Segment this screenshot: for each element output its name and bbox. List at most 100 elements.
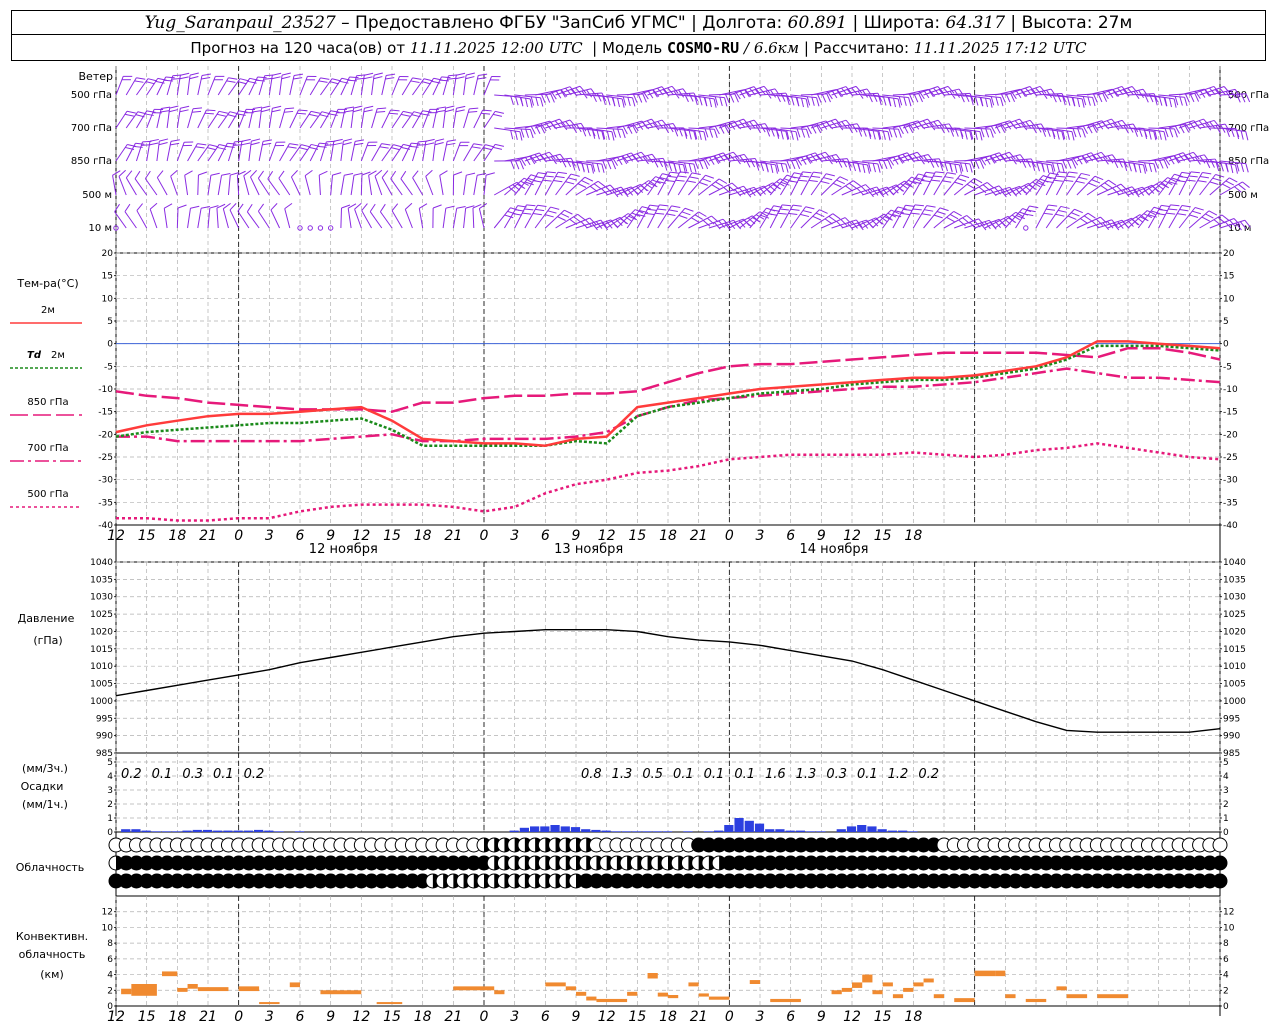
wind-barb-flag — [445, 109, 454, 113]
wind-barb-flag — [469, 107, 479, 110]
wind-barb-flag — [964, 130, 968, 140]
wind-barb-flag — [897, 128, 902, 138]
wind-barb-flag — [891, 209, 900, 215]
wind-barb-staff — [330, 78, 343, 96]
precip-total-label: 0.2 — [918, 767, 939, 782]
wind-barb-flag — [344, 172, 354, 176]
wind-barb-staff — [176, 108, 181, 129]
wind-barb-flag — [616, 188, 623, 196]
wind-barb-flag — [1177, 213, 1187, 216]
wind-barb-flag — [1100, 185, 1109, 191]
wind-barb-staff — [156, 141, 160, 162]
wind-barb-flag — [960, 174, 970, 179]
wind-barb-flag — [1159, 160, 1164, 169]
precip-total-label: 0.3 — [826, 767, 847, 782]
hour-tick-label: 9 — [326, 528, 335, 544]
wind-barb-flag — [1048, 204, 1058, 207]
wind-barb-flag — [519, 160, 525, 170]
wind-barb-flag — [1179, 96, 1183, 106]
wind-barb-flag — [1177, 180, 1187, 183]
precip-bar — [550, 825, 560, 832]
wind-barb-flag — [471, 146, 481, 149]
convective-title-line2: облачность — [19, 948, 86, 961]
wind-barb-flag — [559, 153, 566, 162]
convective-cloud-bar — [882, 982, 893, 987]
wind-barb-flag — [684, 162, 688, 172]
wind-barb-flag — [1199, 176, 1209, 179]
wind-barb-flag — [519, 131, 523, 141]
wind-barb-flag — [540, 123, 547, 132]
wind-barb-flag — [728, 221, 736, 230]
wind-barb-staff — [882, 206, 899, 229]
wind-barb-staff — [391, 210, 403, 229]
wind-barb-flag — [1061, 131, 1065, 141]
wind-barb-staff — [411, 141, 419, 162]
wind-barb-flag — [455, 76, 465, 80]
wind-barb-flag — [1062, 160, 1067, 169]
wind-barb-flag — [1236, 93, 1241, 103]
wind-barb-flag — [912, 208, 922, 211]
wind-barb-flag — [421, 81, 431, 85]
wind-barb-flag — [802, 171, 812, 174]
wind-barb-flag — [632, 124, 638, 134]
wind-barb-flag — [1202, 171, 1212, 175]
wind-barb-flag — [530, 126, 536, 135]
wind-barb-flag — [270, 203, 278, 211]
wind-barb-flag — [1019, 154, 1026, 163]
wind-barb-flag — [1045, 208, 1056, 211]
hour-tick-label: 15 — [138, 1009, 156, 1024]
wind-barb-staff — [422, 141, 427, 162]
wind-barb-flag — [228, 77, 238, 80]
y-tick-label-right: -20 — [1223, 430, 1238, 440]
wind-barb-flag — [973, 177, 983, 184]
wind-barb-flag — [620, 186, 628, 195]
wind-barb-flag — [1235, 164, 1238, 174]
wind-barb-flag — [524, 208, 534, 211]
wind-barb-flag — [1055, 213, 1065, 217]
wind-barb-flag — [577, 213, 586, 221]
wind-barb-flag — [310, 110, 320, 114]
wind-barb-flag — [308, 113, 318, 117]
convective-cloud-bar — [974, 970, 996, 977]
precip-total-label: 0.5 — [642, 767, 663, 782]
wind-barb-staff — [134, 178, 148, 196]
precip-total-label: 0.1 — [734, 767, 755, 782]
altitude-value: 27м — [1097, 12, 1133, 33]
wind-barb-flag — [800, 213, 810, 218]
y-tick-label-right: 5 — [1223, 758, 1229, 768]
wind-barb-staff — [340, 175, 345, 196]
wind-barb-staff — [350, 75, 358, 96]
wind-barb-flag — [622, 125, 628, 135]
wind-barb-flag — [621, 98, 625, 108]
wind-barb-flag — [673, 163, 677, 173]
wind-barb-flag — [764, 123, 771, 132]
wind-barb-flag — [980, 128, 985, 138]
wind-barb-flag — [1184, 97, 1188, 107]
convective-cloud-bar — [708, 996, 730, 1000]
hour-tick-label: 9 — [326, 1009, 335, 1024]
precip-bar — [683, 831, 693, 832]
wind-barb-staff — [156, 177, 168, 196]
convective-cloud-bar — [995, 970, 1006, 977]
wind-barb-flag — [1234, 186, 1242, 193]
precip-bar — [652, 831, 662, 832]
wind-barb-staff — [166, 75, 174, 96]
wind-barb-flag — [1222, 183, 1231, 189]
wind-barb-flag — [699, 181, 708, 186]
wind-barb-flag — [381, 143, 391, 146]
convective-cloud-bar — [177, 987, 188, 992]
wind-barb-staff — [412, 110, 423, 129]
wind-barb-flag — [694, 96, 698, 106]
wind-barb-staff — [749, 182, 773, 196]
wind-barb-flag — [606, 221, 613, 229]
wind-barb-flag — [170, 169, 178, 177]
wind-barb-flag — [984, 221, 991, 230]
wind-barb-flag — [512, 213, 522, 216]
wind-barb-flag — [937, 119, 945, 128]
wind-barb-flag — [1026, 159, 1031, 168]
wind-barb-flag — [1097, 93, 1103, 103]
y-tick-label-right: 990 — [1223, 732, 1240, 742]
wind-barb-flag — [1062, 96, 1066, 106]
hour-tick-label: 18 — [168, 528, 186, 544]
dash-separator: – — [341, 12, 350, 33]
